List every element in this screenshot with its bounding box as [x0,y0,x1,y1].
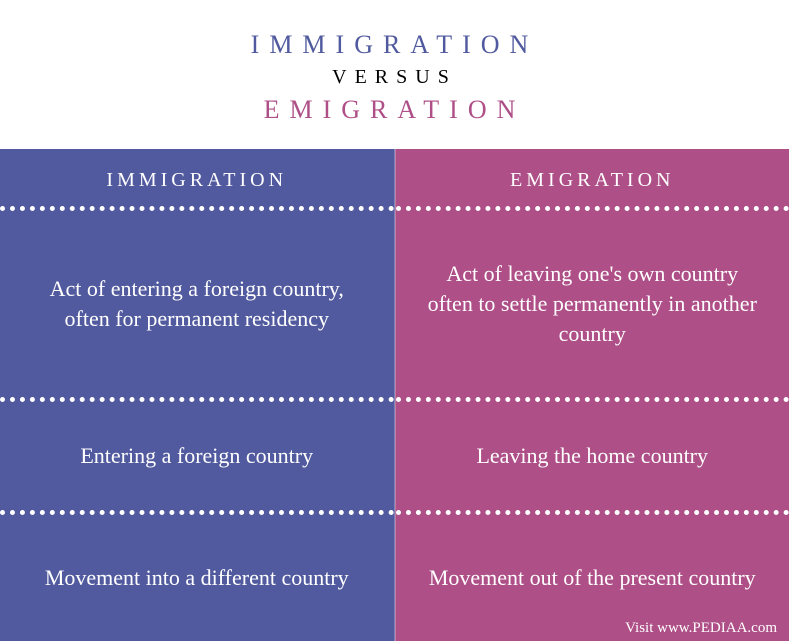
left-row-2: Entering a foreign country [0,402,394,515]
title-top: IMMIGRATION [0,30,789,60]
title-block: IMMIGRATION VERSUS EMIGRATION [0,0,789,149]
footer-credit: Visit www.PEDIAA.com [625,620,777,637]
right-row-2: Leaving the home country [396,402,789,515]
column-right-heading: EMIGRATION [396,149,789,211]
comparison-grid: IMMIGRATION Act of entering a foreign co… [0,149,789,641]
right-row-1: Act of leaving one's own country often t… [396,211,789,402]
column-left-heading: IMMIGRATION [0,149,394,211]
column-right: EMIGRATION Act of leaving one's own coun… [395,149,789,641]
versus-text: VERSUS [0,66,789,89]
column-left: IMMIGRATION Act of entering a foreign co… [0,149,395,641]
title-bottom: EMIGRATION [0,95,789,125]
left-row-1: Act of entering a foreign country, often… [0,211,394,402]
left-row-3: Movement into a different country [0,515,394,641]
